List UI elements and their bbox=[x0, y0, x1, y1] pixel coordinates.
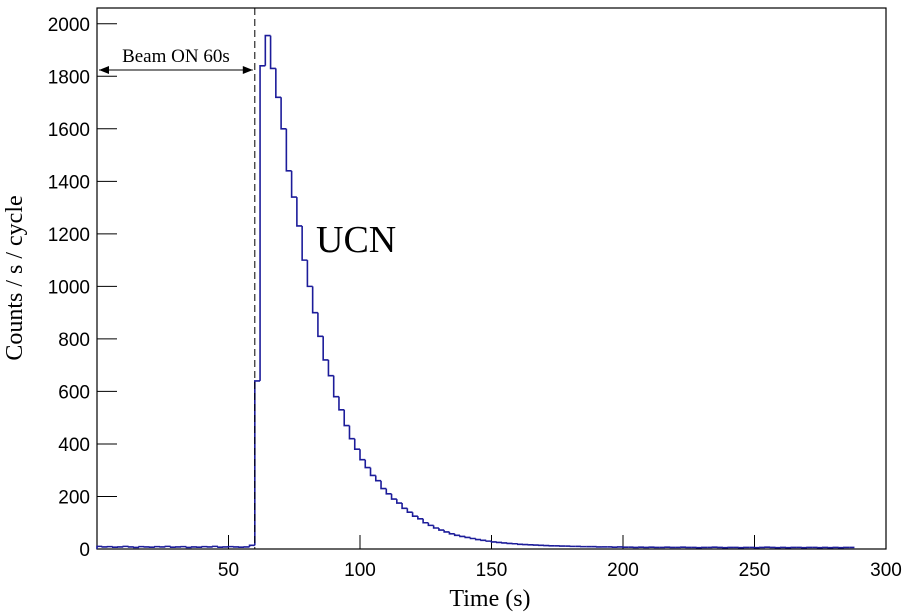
x-tick-label: 50 bbox=[218, 560, 239, 581]
histogram-bin bbox=[296, 197, 303, 227]
histogram-bin bbox=[506, 542, 513, 545]
histogram-bin bbox=[364, 459, 371, 469]
histogram-bin bbox=[127, 546, 134, 548]
histogram-bin bbox=[96, 545, 103, 549]
histogram-bin bbox=[275, 68, 282, 99]
histogram-bin bbox=[459, 535, 466, 538]
histogram-bin bbox=[311, 286, 318, 314]
histogram-bin bbox=[485, 540, 492, 542]
x-tick-label: 200 bbox=[607, 560, 639, 581]
histogram-bin bbox=[101, 546, 108, 548]
y-tick-label: 1000 bbox=[48, 277, 90, 298]
histogram-bin bbox=[448, 531, 455, 535]
histogram-bin bbox=[248, 544, 255, 547]
beam-on-label: Beam ON 60s bbox=[122, 46, 230, 67]
histogram-bin bbox=[254, 380, 261, 546]
y-tick-label: 400 bbox=[58, 435, 90, 456]
x-tick-label: 150 bbox=[476, 560, 508, 581]
histogram-bin bbox=[490, 541, 497, 543]
histogram-bin bbox=[396, 499, 403, 504]
histogram-bin bbox=[259, 64, 266, 381]
histogram-bin bbox=[264, 34, 271, 66]
histogram-bin bbox=[290, 170, 297, 198]
histogram-bin bbox=[453, 533, 460, 537]
histogram-bin bbox=[164, 545, 171, 548]
histogram-bin bbox=[406, 508, 413, 514]
histogram-bin bbox=[374, 475, 382, 482]
histogram-bin bbox=[480, 539, 487, 542]
y-tick-label: 0 bbox=[79, 540, 90, 561]
histogram-bin bbox=[474, 538, 481, 541]
arrow-head-right bbox=[242, 66, 253, 74]
histogram-bin bbox=[111, 546, 119, 548]
histogram-bin bbox=[517, 543, 524, 546]
histogram-bin bbox=[201, 545, 208, 548]
histogram-bin bbox=[438, 527, 445, 531]
x-axis-label: Time (s) bbox=[449, 586, 530, 612]
histogram-bin bbox=[495, 541, 503, 544]
histogram-bin bbox=[280, 97, 287, 130]
x-tick-label: 100 bbox=[344, 560, 376, 581]
y-tick-label: 1400 bbox=[48, 172, 90, 193]
plot-frame bbox=[96, 7, 887, 550]
histogram-bin bbox=[317, 312, 324, 338]
histogram-bin bbox=[285, 128, 292, 172]
histogram-bin bbox=[211, 545, 218, 548]
histogram-bin bbox=[338, 396, 345, 411]
histogram-bin bbox=[217, 546, 224, 548]
y-tick-label: 1600 bbox=[48, 120, 90, 141]
y-axis-label: Counts / s / cycle bbox=[2, 195, 28, 360]
histogram-bin bbox=[169, 546, 176, 548]
arrow-head-left bbox=[99, 66, 109, 74]
histogram-bin bbox=[269, 35, 276, 70]
histogram-bin bbox=[443, 530, 450, 533]
histogram-bin bbox=[464, 536, 471, 539]
histogram-bin bbox=[401, 503, 408, 510]
x-tick-label: 250 bbox=[739, 560, 771, 581]
histogram-bin bbox=[122, 545, 129, 548]
histogram-bin bbox=[343, 409, 350, 427]
histogram-bin bbox=[501, 542, 508, 544]
histogram-bin bbox=[332, 375, 339, 398]
x-tick-label: 300 bbox=[870, 560, 902, 581]
y-tick-label: 600 bbox=[58, 382, 90, 403]
y-tick-label: 200 bbox=[58, 487, 90, 508]
histogram-bin bbox=[185, 546, 192, 549]
histogram-bin bbox=[417, 516, 424, 520]
histogram-bin bbox=[301, 225, 308, 261]
y-tick-label: 2000 bbox=[48, 15, 90, 36]
histogram-bin bbox=[306, 260, 313, 288]
histogram-bin bbox=[422, 518, 429, 524]
histogram-bin bbox=[390, 493, 397, 500]
histogram-bin bbox=[432, 525, 439, 529]
histogram-bin bbox=[385, 488, 392, 495]
y-tick-label: 800 bbox=[58, 330, 90, 351]
ucn-label: UCN bbox=[316, 219, 396, 261]
histogram-bin bbox=[348, 425, 355, 440]
histogram-bin bbox=[322, 336, 329, 361]
histogram-bin bbox=[411, 512, 418, 517]
histogram-bin bbox=[190, 546, 197, 548]
histogram-bin bbox=[353, 438, 360, 451]
histogram-bin bbox=[154, 545, 161, 548]
y-tick-label: 1800 bbox=[48, 67, 90, 88]
histogram-bin bbox=[133, 546, 140, 549]
histogram-bin bbox=[369, 467, 376, 477]
y-tick-label: 1200 bbox=[48, 225, 90, 246]
histogram-bin bbox=[359, 449, 366, 461]
histogram-bin bbox=[138, 545, 145, 548]
histogram-bin bbox=[380, 480, 387, 490]
histogram-bin bbox=[469, 537, 476, 540]
histogram-bin bbox=[327, 359, 334, 377]
histogram-bin bbox=[427, 522, 434, 527]
